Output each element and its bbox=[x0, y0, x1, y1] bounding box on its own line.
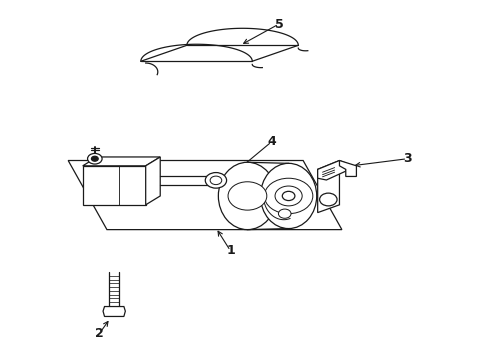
Polygon shape bbox=[83, 157, 160, 166]
Ellipse shape bbox=[261, 163, 317, 229]
Polygon shape bbox=[318, 161, 340, 213]
Text: 5: 5 bbox=[274, 18, 283, 31]
Polygon shape bbox=[83, 166, 146, 205]
Circle shape bbox=[205, 172, 226, 188]
Polygon shape bbox=[318, 161, 346, 180]
Circle shape bbox=[275, 186, 302, 206]
Ellipse shape bbox=[219, 162, 276, 230]
Text: 3: 3 bbox=[403, 152, 412, 165]
Polygon shape bbox=[340, 161, 356, 176]
Circle shape bbox=[92, 156, 98, 161]
Polygon shape bbox=[103, 306, 125, 316]
Circle shape bbox=[278, 209, 291, 218]
Circle shape bbox=[282, 192, 295, 201]
Circle shape bbox=[88, 153, 102, 164]
Text: 1: 1 bbox=[226, 244, 235, 257]
Circle shape bbox=[228, 182, 267, 210]
Text: 2: 2 bbox=[95, 327, 104, 339]
Text: 4: 4 bbox=[267, 135, 276, 148]
Polygon shape bbox=[68, 161, 342, 230]
Circle shape bbox=[319, 193, 337, 206]
Polygon shape bbox=[146, 157, 160, 205]
Circle shape bbox=[265, 178, 313, 214]
